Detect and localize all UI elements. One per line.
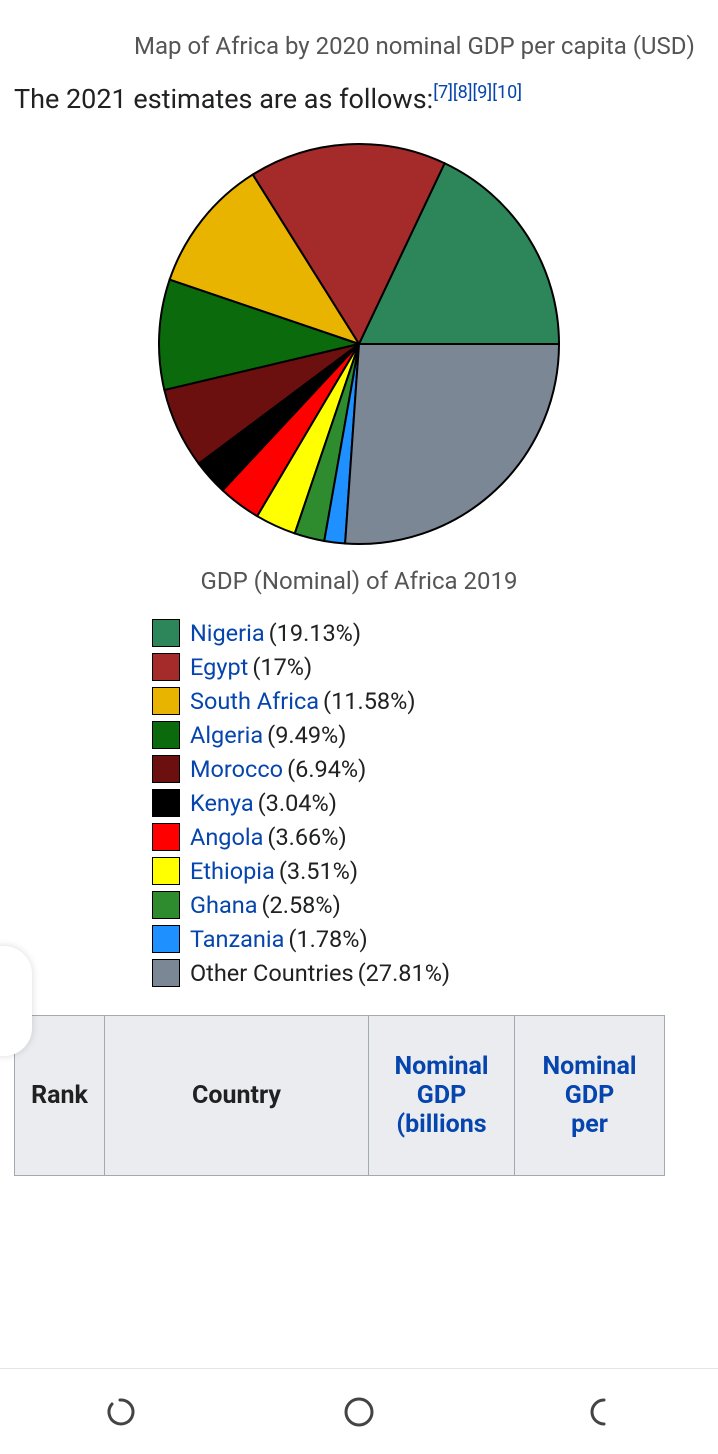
pie-slice — [345, 344, 559, 544]
legend-item: South Africa (11.58%) — [152, 687, 704, 715]
ref-link[interactable]: [10] — [492, 82, 522, 103]
legend-label[interactable]: Ethiopia — [190, 857, 275, 885]
legend-label[interactable]: Algeria — [190, 721, 263, 749]
legend-swatch — [152, 721, 180, 749]
legend-pct: (9.49%) — [267, 721, 346, 749]
legend-item: Kenya (3.04%) — [152, 789, 704, 817]
side-drawer-handle[interactable] — [0, 946, 32, 1056]
legend-pct: (1.78%) — [288, 925, 367, 953]
legend-pct: (6.94%) — [287, 755, 366, 783]
legend-label[interactable]: Kenya — [190, 789, 254, 817]
gdp-table: Rank Country Nominal GDP (billions Nomin… — [0, 1015, 718, 1176]
legend-swatch — [152, 891, 180, 919]
legend-swatch — [152, 789, 180, 817]
legend-swatch — [152, 857, 180, 885]
android-navbar — [0, 1368, 718, 1454]
ref-link[interactable]: [7] — [433, 82, 453, 103]
recents-icon[interactable] — [100, 1392, 140, 1432]
legend-label[interactable]: Egypt — [190, 653, 248, 681]
legend-label[interactable]: Angola — [190, 823, 263, 851]
legend-swatch — [152, 823, 180, 851]
intro-line: The 2021 estimates are as follows:[7][8]… — [14, 82, 704, 139]
legend-pct: (27.81%) — [358, 959, 450, 987]
legend-pct: (19.13%) — [269, 619, 361, 647]
legend-item: Ghana (2.58%) — [152, 891, 704, 919]
legend-item: Nigeria (19.13%) — [152, 619, 704, 647]
legend-swatch — [152, 619, 180, 647]
ref-link[interactable]: [8] — [453, 82, 473, 103]
legend-pct: (3.66%) — [267, 823, 346, 851]
legend-label[interactable]: Nigeria — [190, 619, 265, 647]
legend-pct: (11.58%) — [323, 687, 415, 715]
legend-item: Algeria (9.49%) — [152, 721, 704, 749]
th-country[interactable]: Country — [105, 1016, 369, 1176]
legend-swatch — [152, 925, 180, 953]
back-icon[interactable] — [578, 1392, 618, 1432]
ref-link[interactable]: [9] — [473, 82, 493, 103]
map-caption: Map of Africa by 2020 nominal GDP per ca… — [14, 10, 704, 82]
legend-swatch — [152, 959, 180, 987]
legend-item: Tanzania (1.78%) — [152, 925, 704, 953]
intro-text: The 2021 estimates are as follows: — [14, 83, 433, 115]
legend-label: Other Countries — [190, 959, 354, 987]
home-icon[interactable] — [339, 1392, 379, 1432]
legend-item: Ethiopia (3.51%) — [152, 857, 704, 885]
pie-legend: Nigeria (19.13%) Egypt (17%) South Africa … — [152, 619, 704, 987]
legend-item: Egypt (17%) — [152, 653, 704, 681]
th-nominal-gdp-pc[interactable]: Nominal GDP per — [515, 1016, 665, 1176]
legend-swatch — [152, 755, 180, 783]
legend-item: Angola (3.66%) — [152, 823, 704, 851]
legend-label[interactable]: Tanzania — [190, 925, 284, 953]
pie-caption: GDP (Nominal) of Africa 2019 — [14, 567, 704, 595]
legend-pct: (3.04%) — [258, 789, 337, 817]
th-nominal-gdp[interactable]: Nominal GDP (billions — [369, 1016, 515, 1176]
legend-label[interactable]: Morocco — [190, 755, 283, 783]
legend-label[interactable]: South Africa — [190, 687, 319, 715]
legend-item: Morocco (6.94%) — [152, 755, 704, 783]
pie-chart — [14, 139, 704, 549]
legend-swatch — [152, 653, 180, 681]
legend-item: Other Countries (27.81%) — [152, 959, 704, 987]
legend-swatch — [152, 687, 180, 715]
legend-label[interactable]: Ghana — [190, 891, 258, 919]
legend-pct: (3.51%) — [279, 857, 358, 885]
legend-pct: (17%) — [252, 653, 312, 681]
legend-pct: (2.58%) — [262, 891, 341, 919]
